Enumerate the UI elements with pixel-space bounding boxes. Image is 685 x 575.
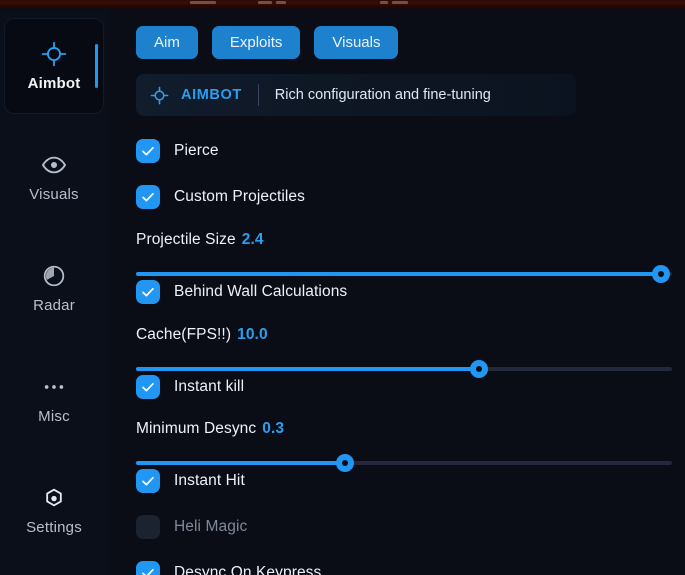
check-icon xyxy=(136,139,160,163)
setting-row: Custom Projectiles xyxy=(136,184,672,210)
sidebar-item-settings[interactable]: Settings xyxy=(4,462,104,558)
section-title: AIMBOT xyxy=(181,87,242,103)
checkbox-label: Instant Hit xyxy=(174,472,245,489)
slider-cache-fps[interactable] xyxy=(136,360,672,378)
slider-track[interactable] xyxy=(136,272,672,276)
setting-row: Projectile Size 2.4 xyxy=(136,231,672,249)
slider-label: Projectile Size xyxy=(136,231,236,248)
slider-handle[interactable] xyxy=(336,454,355,472)
slider-handle[interactable] xyxy=(652,265,671,283)
section-subtitle: Rich configuration and fine-tuning xyxy=(274,87,491,103)
checkbox-desync-on-keypress[interactable]: Desync On Keypress xyxy=(136,560,672,575)
checkbox-label: Custom Projectiles xyxy=(174,188,306,205)
section-banner: AIMBOT Rich configuration and fine-tunin… xyxy=(136,74,576,116)
sidebar-item-label: Aimbot xyxy=(27,75,81,92)
dots-icon xyxy=(41,374,67,400)
checkbox-instant-hit[interactable]: Instant Hit xyxy=(136,468,672,494)
radar-icon xyxy=(41,263,67,289)
checkbox-behind-wall-calculations[interactable]: Behind Wall Calculations xyxy=(136,279,672,305)
sidebar-item-aimbot[interactable]: Aimbot xyxy=(4,18,104,114)
settings-list: Pierce Custom Projectiles Projectile Siz… xyxy=(136,126,672,575)
sidebar-item-label: Misc xyxy=(38,408,70,425)
sidebar-item-label: Radar xyxy=(33,297,75,314)
setting-row: Desync On Keypress xyxy=(136,560,672,575)
active-indicator xyxy=(95,44,98,88)
tab-aim[interactable]: Aim xyxy=(136,26,198,59)
setting-row: Cache(FPS!!) 10.0 xyxy=(136,326,672,344)
check-icon xyxy=(136,375,160,399)
checkbox-custom-projectiles[interactable]: Custom Projectiles xyxy=(136,184,672,210)
slider-label-cache-fps: Cache(FPS!!) 10.0 xyxy=(136,326,672,344)
check-icon xyxy=(136,561,160,575)
setting-row: Instant kill xyxy=(136,374,672,400)
slider-handle[interactable] xyxy=(470,360,489,378)
unchecked-box-icon xyxy=(136,515,160,539)
slider-label: Minimum Desync xyxy=(136,420,257,437)
sidebar-item-label: Settings xyxy=(26,519,82,536)
checkbox-instant-kill[interactable]: Instant kill xyxy=(136,374,672,400)
sidebar-item-misc[interactable]: Misc xyxy=(4,351,104,447)
slider-label-minimum-desync: Minimum Desync 0.3 xyxy=(136,420,672,438)
tab-bar: Aim Exploits Visuals xyxy=(136,26,399,59)
checkbox-heli-magic[interactable]: Heli Magic xyxy=(136,514,672,540)
sidebar: Aimbot Visuals Radar xyxy=(0,10,108,575)
check-icon xyxy=(136,469,160,493)
setting-row: Instant Hit xyxy=(136,468,672,494)
slider-fill xyxy=(136,367,480,371)
slider-projectile-size[interactable] xyxy=(136,265,672,283)
eye-icon xyxy=(41,152,67,178)
setting-row: Pierce xyxy=(136,138,672,164)
slider-label-projectile-size: Projectile Size 2.4 xyxy=(136,231,672,249)
checkbox-label: Pierce xyxy=(174,142,219,159)
main-panel: Aim Exploits Visuals AIMBOT Rich configu… xyxy=(108,10,685,575)
tab-exploits[interactable]: Exploits xyxy=(211,26,301,59)
slider-value: 10.0 xyxy=(237,326,268,343)
slider-fill xyxy=(136,461,346,465)
slider-fill xyxy=(136,272,662,276)
gear-icon xyxy=(41,485,67,511)
check-icon xyxy=(136,280,160,304)
crosshair-icon xyxy=(150,86,169,105)
sidebar-item-radar[interactable]: Radar xyxy=(4,240,104,336)
checkbox-label: Heli Magic xyxy=(174,518,248,535)
setting-row: Minimum Desync 0.3 xyxy=(136,420,672,438)
slider-track[interactable] xyxy=(136,367,672,371)
banner-divider xyxy=(257,84,259,106)
slider-label: Cache(FPS!!) xyxy=(136,326,232,343)
check-icon xyxy=(136,185,160,209)
crosshair-icon xyxy=(41,41,67,67)
top-background-strip xyxy=(0,0,685,10)
checkbox-label: Desync On Keypress xyxy=(174,564,322,575)
slider-value: 2.4 xyxy=(241,231,264,248)
slider-track[interactable] xyxy=(136,461,672,465)
slider-value: 0.3 xyxy=(262,420,285,437)
sidebar-item-visuals[interactable]: Visuals xyxy=(4,129,104,225)
setting-row: Behind Wall Calculations xyxy=(136,279,672,305)
checkbox-label: Behind Wall Calculations xyxy=(174,283,348,300)
checkbox-label: Instant kill xyxy=(174,378,245,395)
slider-minimum-desync[interactable] xyxy=(136,454,672,472)
setting-row: Heli Magic xyxy=(136,514,672,540)
sidebar-item-label: Visuals xyxy=(29,186,79,203)
tab-visuals[interactable]: Visuals xyxy=(314,26,399,59)
checkbox-pierce[interactable]: Pierce xyxy=(136,138,672,164)
